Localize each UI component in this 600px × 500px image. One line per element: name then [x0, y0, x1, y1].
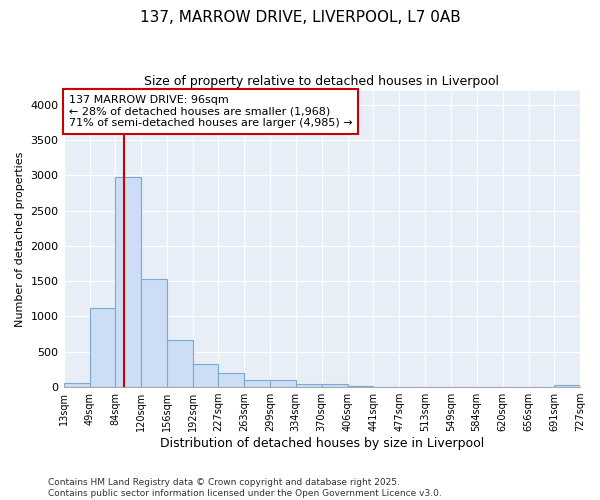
Title: Size of property relative to detached houses in Liverpool: Size of property relative to detached ho… [144, 75, 499, 88]
Bar [348, 386, 373, 387]
Y-axis label: Number of detached properties: Number of detached properties [15, 151, 25, 326]
Bar [218, 373, 244, 387]
Text: 137, MARROW DRIVE, LIVERPOOL, L7 0AB: 137, MARROW DRIVE, LIVERPOOL, L7 0AB [140, 10, 460, 25]
Bar [89, 308, 115, 387]
Bar [322, 384, 348, 387]
Bar [296, 384, 322, 387]
Bar [271, 380, 296, 387]
Text: 137 MARROW DRIVE: 96sqm
← 28% of detached houses are smaller (1,968)
71% of semi: 137 MARROW DRIVE: 96sqm ← 28% of detache… [69, 95, 352, 128]
X-axis label: Distribution of detached houses by size in Liverpool: Distribution of detached houses by size … [160, 437, 484, 450]
Bar [167, 340, 193, 387]
Bar [554, 385, 580, 387]
Text: Contains HM Land Registry data © Crown copyright and database right 2025.
Contai: Contains HM Land Registry data © Crown c… [48, 478, 442, 498]
Bar [193, 364, 218, 387]
Bar [115, 178, 141, 387]
Bar [141, 279, 167, 387]
Bar [64, 383, 89, 387]
Bar [244, 380, 271, 387]
